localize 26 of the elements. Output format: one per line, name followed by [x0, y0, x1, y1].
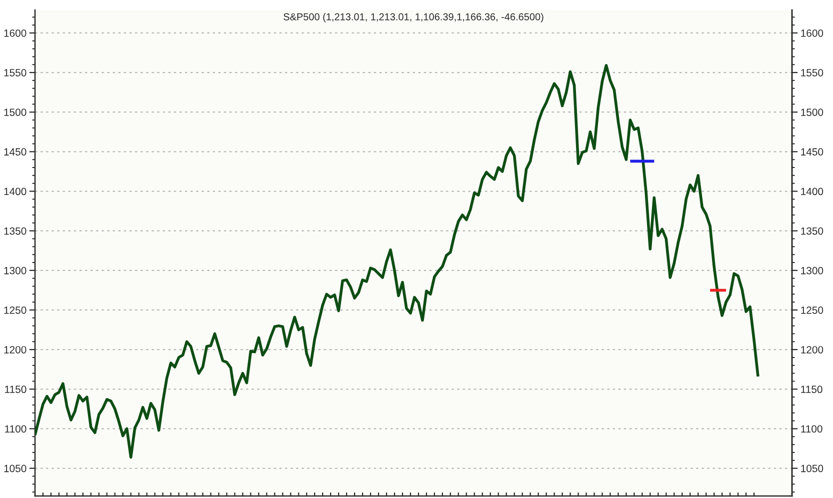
y2-tick-label: 1300 — [801, 266, 824, 274]
y2-tick-label: 1500 — [801, 108, 824, 116]
y-tick-label: 1150 — [5, 386, 26, 394]
y-tick-label: 1450 — [4, 148, 26, 156]
chart-title: S&P500 (1,213.01, 1,213.01, 1,106.39,1,166.36, -46.6500) — [284, 13, 544, 22]
y2-tick-label: 1550 — [801, 69, 824, 76]
y-tick-label: 1300 — [4, 266, 26, 274]
y-tick-label: 1500 — [4, 108, 26, 116]
y2-tick-label: 1400 — [801, 188, 824, 196]
y2-tick-label: 1600 — [801, 29, 824, 37]
y-tick-label: 1350 — [4, 227, 26, 235]
y-tick-label: 1550 — [4, 69, 26, 76]
y2-tick-label: 1150 — [801, 386, 822, 394]
y2-tick-label: 1250 — [801, 306, 824, 314]
y-tick-label: 1100 — [5, 425, 26, 433]
y-tick-label: 1200 — [4, 346, 26, 354]
y2-tick-label: 1450 — [801, 148, 824, 156]
y2-tick-label: 1100 — [801, 425, 822, 433]
y-tick-label: 1400 — [4, 188, 26, 196]
line-series — [35, 64, 760, 459]
y2-tick-label: 1200 — [801, 346, 824, 354]
y-tick-label: 1050 — [4, 464, 26, 472]
y2-tick-label: 1350 — [801, 227, 824, 235]
y2-tick-label: 1050 — [801, 464, 824, 472]
y-tick-label: 1600 — [4, 29, 26, 37]
y-tick-label: 1250 — [4, 306, 26, 314]
